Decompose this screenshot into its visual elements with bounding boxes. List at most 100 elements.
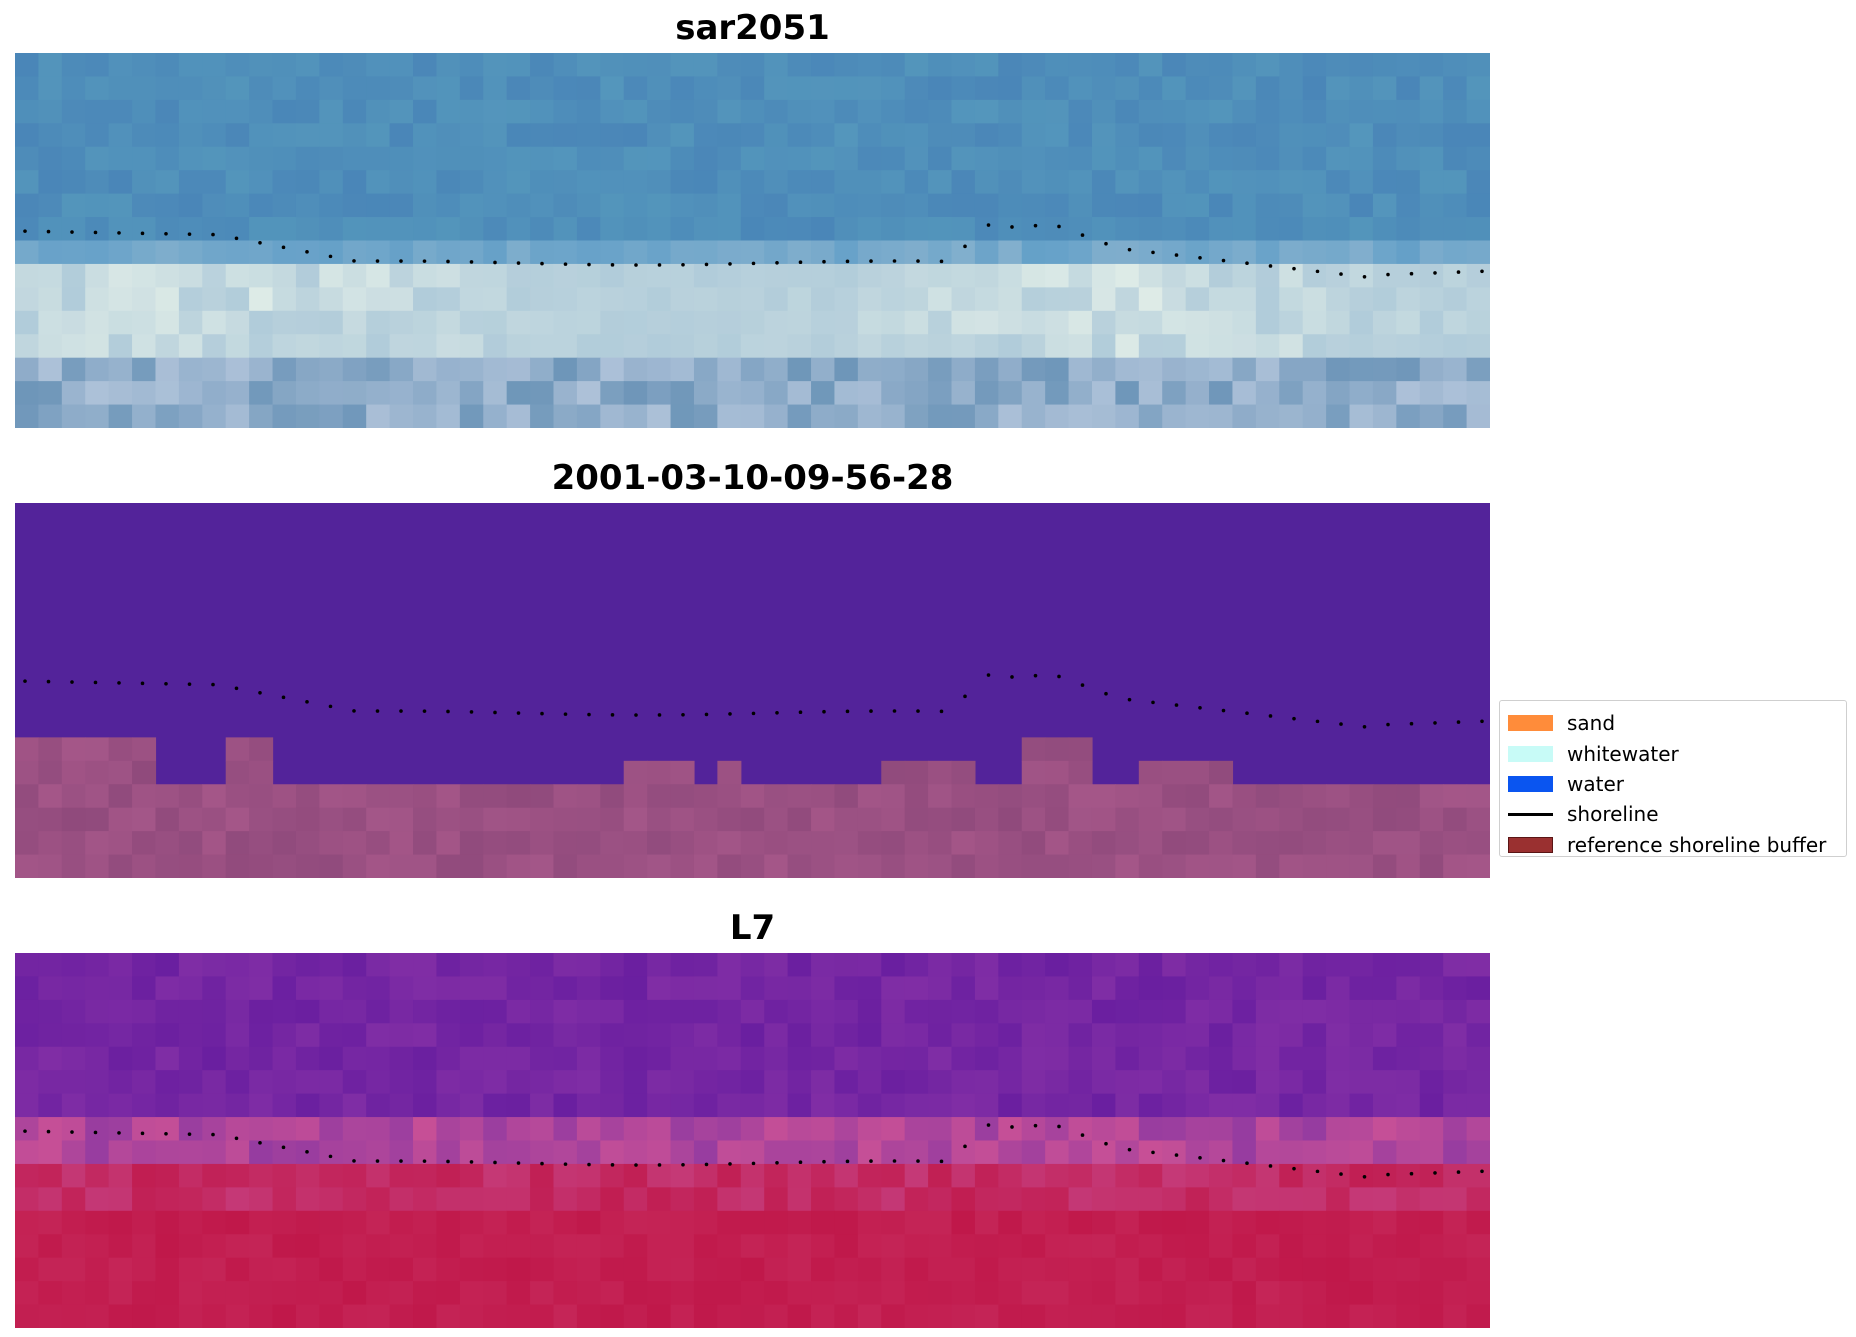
image-pixel bbox=[834, 404, 859, 428]
index-pixel bbox=[295, 953, 320, 978]
index-pixel bbox=[1091, 953, 1116, 978]
index-pixel bbox=[693, 1257, 718, 1282]
index-pixel bbox=[1045, 1281, 1070, 1306]
index-pixel bbox=[319, 1070, 344, 1095]
image-pixel bbox=[881, 310, 906, 335]
image-pixel bbox=[1255, 263, 1280, 288]
index-pixel bbox=[319, 1117, 344, 1142]
index-pixel bbox=[857, 1304, 882, 1328]
land-pixel bbox=[1443, 784, 1468, 809]
shoreline-point bbox=[516, 711, 521, 715]
image-pixel bbox=[178, 76, 203, 101]
index-pixel bbox=[998, 976, 1023, 1001]
shoreline-point bbox=[587, 712, 591, 717]
image-pixel bbox=[1255, 381, 1280, 406]
index-pixel bbox=[1349, 1257, 1374, 1282]
index-pixel bbox=[740, 1046, 765, 1071]
image-pixel bbox=[1185, 53, 1210, 78]
image-pixel bbox=[693, 334, 718, 359]
land-pixel bbox=[1232, 831, 1257, 856]
image-pixel bbox=[740, 53, 765, 78]
index-pixel bbox=[366, 1023, 391, 1048]
index-pixel bbox=[436, 999, 461, 1024]
land-pixel bbox=[108, 807, 133, 832]
land-pixel bbox=[904, 831, 929, 856]
image-pixel bbox=[1138, 76, 1163, 101]
index-pixel bbox=[576, 953, 601, 978]
image-pixel bbox=[506, 240, 531, 265]
image-pixel bbox=[553, 357, 578, 382]
index-pixel bbox=[249, 1093, 274, 1118]
index-pixel bbox=[904, 1070, 929, 1095]
index-pixel bbox=[787, 1257, 812, 1282]
image-pixel bbox=[764, 357, 789, 382]
image-pixel bbox=[413, 357, 438, 382]
image-pixel bbox=[1279, 381, 1304, 406]
land-pixel bbox=[38, 784, 63, 809]
image-pixel bbox=[506, 170, 531, 195]
index-pixel bbox=[483, 1093, 508, 1118]
index-pixel bbox=[155, 1070, 180, 1095]
index-pixel bbox=[61, 1210, 86, 1235]
image-pixel bbox=[1115, 123, 1140, 148]
land-pixel bbox=[576, 854, 601, 878]
index-pixel bbox=[295, 1163, 320, 1188]
index-pixel bbox=[1255, 1093, 1280, 1118]
index-pixel bbox=[272, 1163, 297, 1188]
index-pixel bbox=[1185, 1163, 1210, 1188]
index-pixel bbox=[1021, 1163, 1046, 1188]
index-pixel bbox=[155, 1140, 180, 1165]
image-pixel bbox=[15, 76, 40, 101]
index-pixel bbox=[1326, 1163, 1351, 1188]
index-pixel bbox=[178, 1210, 203, 1235]
index-pixel bbox=[974, 1281, 999, 1306]
index-pixel bbox=[834, 1046, 859, 1071]
index-pixel bbox=[1396, 999, 1421, 1024]
index-pixel bbox=[1162, 1257, 1187, 1282]
index-pixel bbox=[974, 1187, 999, 1212]
index-pixel bbox=[1045, 1210, 1070, 1235]
index-pixel bbox=[85, 976, 110, 1001]
image-pixel bbox=[693, 381, 718, 406]
image-pixel bbox=[764, 334, 789, 359]
shoreline-point bbox=[1292, 266, 1296, 271]
image-pixel bbox=[530, 217, 555, 242]
image-pixel bbox=[1255, 53, 1280, 78]
index-pixel bbox=[904, 1093, 929, 1118]
index-pixel bbox=[1279, 1257, 1304, 1282]
index-pixel bbox=[1372, 1257, 1397, 1282]
index-pixel bbox=[202, 976, 227, 1001]
shoreline-point bbox=[1104, 1141, 1108, 1146]
index-pixel bbox=[834, 1281, 859, 1306]
land-pixel bbox=[1466, 854, 1490, 878]
index-pixel bbox=[506, 1210, 531, 1235]
image-pixel bbox=[389, 287, 414, 312]
index-pixel bbox=[787, 1140, 812, 1165]
image-pixel bbox=[389, 76, 414, 101]
image-pixel bbox=[272, 240, 297, 265]
image-pixel bbox=[155, 193, 180, 218]
land-pixel bbox=[1091, 807, 1116, 832]
index-pixel bbox=[413, 1023, 438, 1048]
image-pixel bbox=[928, 404, 953, 428]
index-pixel bbox=[483, 999, 508, 1024]
shoreline-point bbox=[1409, 721, 1414, 726]
shoreline-point bbox=[1245, 1161, 1249, 1166]
index-pixel bbox=[132, 999, 157, 1024]
index-pixel bbox=[225, 1070, 250, 1095]
index-pixel bbox=[740, 1163, 765, 1188]
image-pixel bbox=[272, 76, 297, 101]
index-pixel bbox=[1045, 1093, 1070, 1118]
image-pixel bbox=[600, 99, 625, 124]
image-pixel bbox=[904, 357, 929, 382]
land-pixel bbox=[881, 760, 906, 785]
image-pixel bbox=[1302, 334, 1327, 359]
land-pixel bbox=[1209, 784, 1234, 809]
index-pixel bbox=[1372, 1023, 1397, 1048]
image-pixel bbox=[1279, 404, 1304, 428]
shoreline-point bbox=[493, 1160, 497, 1165]
index-pixel bbox=[1396, 1281, 1421, 1306]
index-pixel bbox=[1396, 953, 1421, 978]
image-pixel bbox=[1419, 53, 1444, 78]
image-pixel bbox=[951, 240, 976, 265]
